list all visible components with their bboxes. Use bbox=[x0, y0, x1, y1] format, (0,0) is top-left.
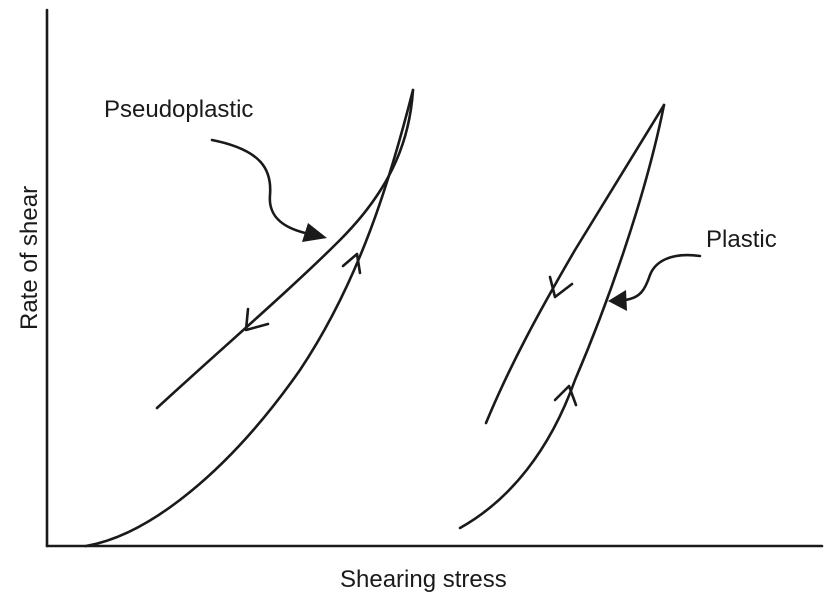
x-axis-label: Shearing stress bbox=[340, 566, 507, 593]
plastic-down-arrowhead bbox=[548, 275, 574, 299]
pseudoplastic-down-curve bbox=[155, 88, 415, 410]
plastic-label: Plastic bbox=[706, 226, 777, 253]
plastic-up-arrowhead bbox=[553, 384, 578, 407]
pseudoplastic-up-curve bbox=[84, 88, 415, 548]
plastic-pointer bbox=[623, 253, 702, 302]
pseudoplastic-pointer bbox=[210, 138, 307, 235]
pseudoplastic-pointer-head bbox=[302, 223, 327, 242]
plastic-down-curve bbox=[484, 103, 666, 425]
plastic-up-curve bbox=[458, 103, 666, 530]
plastic-pointer-head bbox=[608, 290, 627, 311]
y-axis-label: Rate of shear bbox=[16, 185, 43, 330]
pseudoplastic-label: Pseudoplastic bbox=[104, 96, 254, 123]
pseudoplastic-down-arrowhead bbox=[244, 307, 270, 332]
pseudoplastic-up-arrowhead bbox=[341, 252, 362, 275]
